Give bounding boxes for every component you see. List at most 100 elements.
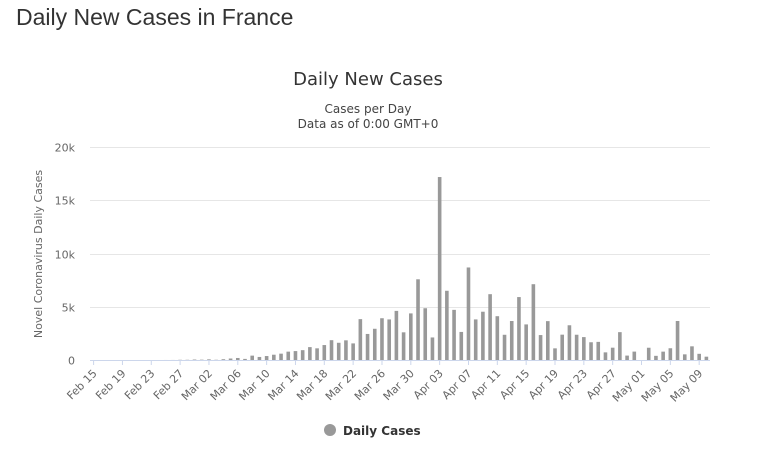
x-tick-label: Mar 22 <box>323 367 359 403</box>
x-tick-label: Mar 30 <box>381 367 417 403</box>
bar[interactable] <box>372 328 377 360</box>
bar[interactable] <box>250 355 255 360</box>
bar[interactable] <box>632 351 637 360</box>
x-tick-label: Feb 15 <box>64 367 99 402</box>
x-tick-label: Feb 19 <box>93 367 128 402</box>
bar[interactable] <box>365 333 370 360</box>
chart-subtitle-line-1: Cases per Day <box>325 102 412 116</box>
bar[interactable] <box>221 359 226 360</box>
bar[interactable] <box>610 347 615 360</box>
bar[interactable] <box>675 320 680 360</box>
chart-title: Daily New Cases <box>293 69 443 90</box>
bar[interactable] <box>336 342 341 360</box>
bar[interactable] <box>387 319 391 360</box>
bar[interactable] <box>654 355 658 360</box>
bar[interactable] <box>445 290 449 360</box>
bar[interactable] <box>473 319 478 360</box>
grid <box>90 147 710 308</box>
x-tick-label: Feb 23 <box>122 367 157 402</box>
bar[interactable] <box>235 357 240 360</box>
bar[interactable] <box>279 353 283 360</box>
bar[interactable] <box>531 284 536 360</box>
bar[interactable] <box>401 332 406 360</box>
x-tick-label: Apr 07 <box>440 367 475 402</box>
bar[interactable] <box>322 345 327 360</box>
x-tick-label: Mar 14 <box>265 367 301 403</box>
y-axis-label: Novel Coronavirus Daily Cases <box>32 170 45 338</box>
bar[interactable] <box>690 346 694 360</box>
bar[interactable] <box>416 279 420 360</box>
bar[interactable] <box>545 321 550 360</box>
bar[interactable] <box>430 337 435 360</box>
bar[interactable] <box>243 358 247 360</box>
bar[interactable] <box>488 294 492 360</box>
y-tick-label: 0 <box>68 355 75 368</box>
bar[interactable] <box>495 316 500 360</box>
legend-marker <box>324 424 336 436</box>
bar[interactable] <box>452 309 456 360</box>
bar[interactable] <box>286 351 291 360</box>
bar[interactable] <box>661 351 665 360</box>
bar[interactable] <box>618 332 622 360</box>
bar[interactable] <box>560 334 565 360</box>
bar[interactable] <box>207 359 211 360</box>
y-axis-ticks: 0 5k 10k 15k 20k <box>55 142 76 368</box>
x-tick-label: Mar 18 <box>294 367 330 403</box>
x-tick-label: Apr 11 <box>468 367 503 402</box>
bar[interactable] <box>423 308 428 360</box>
chart-subtitle-line-2: Data as of 0:00 GMT+0 <box>298 117 439 131</box>
bar[interactable] <box>300 350 305 360</box>
bar[interactable] <box>329 340 334 360</box>
bar[interactable] <box>466 267 471 360</box>
x-tick-label: Apr 23 <box>555 367 590 402</box>
bar[interactable] <box>596 341 601 360</box>
bar[interactable] <box>264 356 269 360</box>
bar[interactable] <box>293 351 298 360</box>
bars <box>163 177 709 360</box>
bar[interactable] <box>257 356 262 360</box>
bar[interactable] <box>358 319 363 360</box>
y-tick-label: 20k <box>55 142 76 155</box>
page-title: Daily New Cases in France <box>16 4 294 30</box>
bar[interactable] <box>603 352 608 360</box>
bar[interactable] <box>409 313 413 360</box>
y-tick-label: 10k <box>55 249 76 262</box>
bar[interactable] <box>668 348 673 360</box>
bar[interactable] <box>502 334 507 360</box>
bar[interactable] <box>682 354 687 360</box>
bar[interactable] <box>582 337 586 360</box>
bar[interactable] <box>538 335 543 360</box>
legend[interactable]: Daily Cases <box>324 424 421 438</box>
x-tick-label: Apr 15 <box>497 367 532 402</box>
bar[interactable] <box>625 355 629 360</box>
bar[interactable] <box>553 348 557 360</box>
bar[interactable] <box>517 297 521 360</box>
bar[interactable] <box>437 177 442 360</box>
bar[interactable] <box>481 311 485 360</box>
x-tick-label: May 09 <box>668 367 706 405</box>
bar[interactable] <box>394 310 399 360</box>
bar[interactable] <box>646 347 651 360</box>
y-tick-label: 15k <box>55 195 76 208</box>
bar[interactable] <box>574 334 579 360</box>
legend-label[interactable]: Daily Cases <box>343 424 421 438</box>
bar[interactable] <box>272 354 276 360</box>
x-tick-label: Mar 10 <box>236 367 272 403</box>
x-tick-label: Apr 03 <box>411 367 446 402</box>
bar[interactable] <box>351 343 355 360</box>
bar[interactable] <box>524 324 528 360</box>
bar[interactable] <box>704 356 709 360</box>
bar[interactable] <box>308 347 312 360</box>
bar[interactable] <box>589 342 593 360</box>
bar[interactable] <box>697 353 701 360</box>
bar[interactable] <box>509 321 514 360</box>
bar[interactable] <box>344 340 348 360</box>
x-tick-label: Mar 02 <box>179 367 215 403</box>
bar[interactable] <box>315 348 319 360</box>
bar[interactable] <box>380 318 384 360</box>
bar[interactable] <box>228 358 233 360</box>
bar[interactable] <box>459 331 464 360</box>
bar[interactable] <box>567 325 572 360</box>
